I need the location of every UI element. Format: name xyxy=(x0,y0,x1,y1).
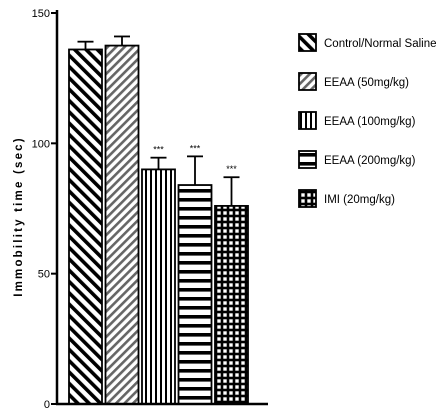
legend-swatch-3 xyxy=(298,111,317,130)
y-tick-label-100: 100 xyxy=(32,138,50,150)
legend-swatch-1 xyxy=(298,33,317,52)
significance-label-4: *** xyxy=(190,143,201,153)
legend-swatch-2 xyxy=(298,72,317,91)
error-bar-3 xyxy=(150,156,167,170)
legend-label-5: IMI (20mg/kg) xyxy=(324,194,395,206)
error-bar-2 xyxy=(114,35,130,46)
bar-3 xyxy=(141,168,176,405)
plot-area: *** *** *** 0 50 100 150 Immobility time (sec) xyxy=(13,8,268,411)
bar-2 xyxy=(104,44,140,405)
legend-label-3: EEAA (100mg/kg) xyxy=(324,116,416,128)
y-tick-label-150: 150 xyxy=(32,8,50,20)
legend-swatch-4 xyxy=(298,150,317,169)
bar-4 xyxy=(177,184,213,405)
y-tick-label-50: 50 xyxy=(38,269,50,281)
y-axis-label: Immobility time (sec) xyxy=(13,136,25,297)
legend: Control/Normal Saline EEAA (50mg/kg) EEAA … xyxy=(298,33,437,208)
error-bar-5 xyxy=(223,176,240,206)
significance-label-5: *** xyxy=(226,164,237,174)
legend-label-1: Control/Normal Saline xyxy=(324,38,437,50)
bar-5 xyxy=(214,204,249,405)
y-tick-label-0: 0 xyxy=(44,399,50,411)
error-bar-4 xyxy=(187,155,203,186)
legend-swatch-5 xyxy=(298,189,317,208)
legend-label-4: EEAA (200mg/kg) xyxy=(324,155,416,167)
error-bar-1 xyxy=(77,40,94,50)
legend-label-2: EEAA (50mg/kg) xyxy=(324,77,409,89)
bar-1 xyxy=(68,48,103,405)
significance-label-3: *** xyxy=(153,145,164,155)
